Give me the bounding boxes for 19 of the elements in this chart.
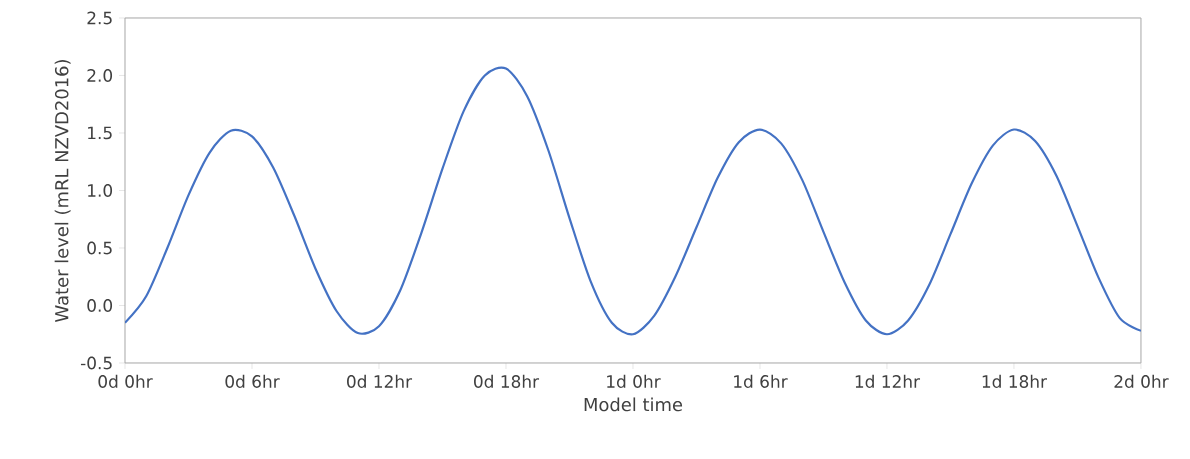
x-tick-label: 0d 0hr [98, 374, 153, 388]
x-tick-label: 1d 18hr [982, 374, 1048, 388]
x-tick-label: 0d 18hr [474, 374, 540, 388]
y-tick-label: 2.5 [87, 11, 112, 25]
y-tick-label: -0.5 [80, 356, 112, 370]
y-tick-label: 2.0 [87, 69, 113, 82]
x-tick-label: 1d 6hr [734, 374, 788, 388]
y-axis-title: Water level (mRL NZVD2016) [54, 60, 71, 322]
y-tick-label: 1.0 [88, 184, 113, 197]
y-tick-label: 1.5 [88, 126, 112, 140]
x-tick-label: 1d 0hr [607, 374, 661, 388]
x-tick-label: 0d 6hr [225, 374, 280, 388]
y-tick-label: 0.0 [87, 299, 113, 312]
y-tick-label: 0.5 [87, 241, 112, 255]
x-tick-label: 0d 12hr [347, 374, 413, 388]
x-axis-title: Model time [584, 397, 683, 412]
x-tick-label: 1d 12hr [855, 374, 921, 388]
x-tick-label: 2d 0hr [1114, 374, 1169, 388]
line-series [125, 67, 1141, 336]
